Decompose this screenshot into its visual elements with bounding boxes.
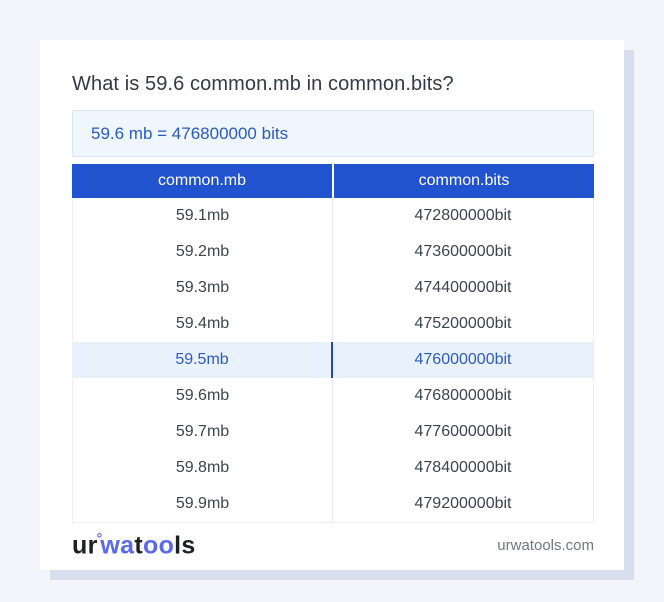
logo-part-ls: ls (174, 531, 196, 560)
conversion-result-box: 59.6 mb = 476800000 bits (72, 110, 594, 157)
table-row[interactable]: 59.5mb 476000000bit (73, 342, 593, 378)
table-row[interactable]: 59.6mb 476800000bit (73, 378, 593, 414)
cell-bits[interactable]: 474400000bit (414, 279, 512, 296)
table-row[interactable]: 59.7mb 477600000bit (73, 414, 593, 450)
cell-bits[interactable]: 475200000bit (414, 315, 512, 332)
cell-mb[interactable]: 59.9mb (73, 486, 333, 522)
cell-bits[interactable]: 478400000bit (414, 459, 512, 476)
cell-mb[interactable]: 59.8mb (73, 450, 333, 486)
table-row[interactable]: 59.8mb 478400000bit (73, 450, 593, 486)
table-row[interactable]: 59.3mb 474400000bit (73, 270, 593, 306)
cell-mb[interactable]: 59.4mb (73, 306, 333, 342)
table-header-bits: common.bits (332, 164, 594, 198)
conversion-result-text: 59.6 mb = 476800000 bits (91, 123, 289, 143)
logo-part-oo: oo (143, 531, 175, 560)
table-row[interactable]: 59.1mb 472800000bit (73, 198, 593, 234)
converter-card: What is 59.6 common.mb in common.bits? 5… (40, 40, 624, 570)
cell-mb[interactable]: 59.5mb (73, 342, 333, 378)
logo-part-wa: wa (100, 531, 135, 560)
conversion-table: common.mb common.bits 59.1mb 472800000bit… (72, 164, 594, 523)
cell-bits[interactable]: 479200000bit (414, 495, 512, 512)
logo-part-ur: ur (72, 531, 98, 560)
table-row[interactable]: 59.9mb 479200000bit (73, 486, 593, 522)
table-body: 59.1mb 472800000bit 59.2mb 473600000bit 59.3… (72, 198, 594, 523)
logo-ring-icon: ° (96, 530, 103, 546)
cell-mb[interactable]: 59.1mb (73, 198, 333, 234)
table-row[interactable]: 59.2mb 473600000bit (73, 234, 593, 270)
table-row[interactable]: 59.4mb 475200000bit (73, 306, 593, 342)
page-title: What is 59.6 common.mb in common.bits? (72, 73, 454, 95)
cell-mb[interactable]: 59.6mb (73, 378, 333, 414)
cell-bits[interactable]: 477600000bit (414, 423, 512, 440)
table-header-row: common.mb common.bits (72, 164, 594, 198)
table-header-mb: common.mb (157, 172, 247, 189)
cell-mb[interactable]: 59.7mb (73, 414, 333, 450)
cell-mb[interactable]: 59.2mb (73, 234, 333, 270)
cell-bits[interactable]: 472800000bit (414, 207, 512, 224)
site-domain-text: urwatools.com (497, 536, 594, 554)
cell-bits[interactable]: 473600000bit (414, 243, 512, 260)
logo-part-t: t (134, 531, 144, 560)
cell-mb[interactable]: 59.3mb (73, 270, 333, 306)
card-footer: ur°watools urwatools.com (72, 529, 594, 561)
cell-bits[interactable]: 476000000bit (414, 351, 512, 368)
cell-bits[interactable]: 476800000bit (414, 387, 512, 404)
urwatools-logo[interactable]: ur°watools (72, 530, 196, 560)
